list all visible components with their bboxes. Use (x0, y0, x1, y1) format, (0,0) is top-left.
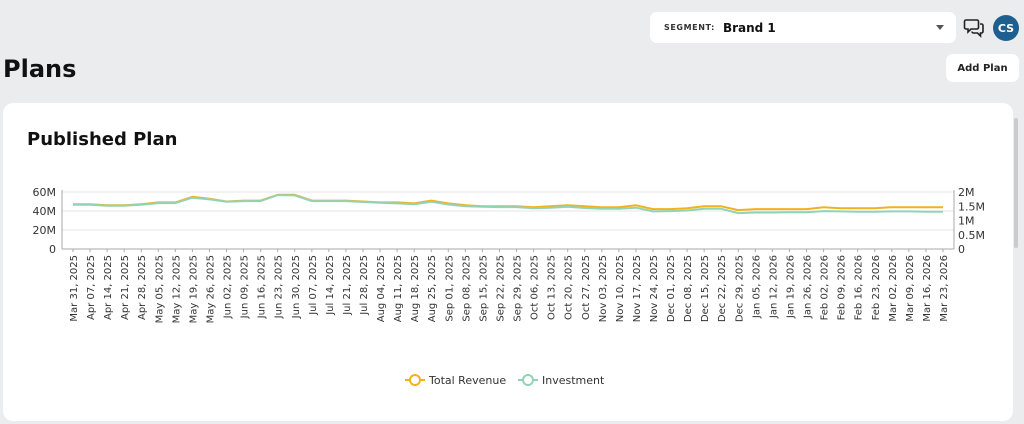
x-tick-label: Apr 28, 2025 (137, 255, 148, 320)
x-tick-label: Oct 06, 2025 (530, 255, 541, 320)
legend-label: Total Revenue (428, 374, 506, 387)
x-tick-label: May 26, 2025 (205, 255, 216, 323)
scrollbar[interactable] (1014, 118, 1018, 248)
x-tick-label: Nov 17, 2025 (632, 255, 643, 322)
x-tick-label: Oct 27, 2025 (581, 255, 592, 320)
x-tick-label: Dec 01, 2025 (666, 255, 677, 322)
x-tick-label: Oct 13, 2025 (547, 255, 558, 320)
segment-select[interactable]: SEGMENT: Brand 1 (650, 12, 956, 43)
x-tick-label: Aug 11, 2025 (393, 255, 404, 322)
x-tick-label: Dec 22, 2025 (717, 255, 728, 322)
y-left-tick-label: 40M (33, 205, 57, 218)
chevron-down-icon[interactable] (936, 25, 944, 30)
x-tick-label: Aug 18, 2025 (410, 255, 421, 322)
x-tick-label: Jul 21, 2025 (342, 255, 353, 316)
x-tick-label: May 05, 2025 (154, 255, 165, 323)
x-tick-label: Mar 23, 2026 (939, 255, 950, 322)
y-left-tick-label: 0 (49, 243, 56, 256)
x-tick-label: Jun 16, 2025 (257, 255, 268, 319)
series-line (73, 194, 943, 215)
x-tick-label: Jun 09, 2025 (240, 255, 251, 319)
y-left-tick-label: 60M (33, 186, 57, 199)
y-left-tick-label: 20M (33, 224, 57, 237)
x-tick-label: Jan 12, 2026 (768, 255, 779, 319)
card-title: Published Plan (27, 129, 178, 150)
avatar[interactable]: CS (993, 15, 1019, 41)
x-tick-label: Sep 22, 2025 (495, 255, 506, 322)
segment-label: SEGMENT: (664, 23, 715, 32)
legend-swatch-marker (522, 374, 534, 386)
x-tick-label: Mar 09, 2026 (905, 255, 916, 322)
published-plan-card: Published Plan (3, 103, 1013, 421)
x-tick-label: Nov 03, 2025 (598, 255, 609, 322)
x-tick-label: Mar 31, 2025 (69, 255, 80, 322)
chart-legend: Total Revenue Investment (405, 374, 605, 387)
x-tick-label: Jul 07, 2025 (308, 255, 319, 316)
x-tick-label: May 12, 2025 (171, 255, 182, 323)
x-tick-label: Nov 24, 2025 (649, 255, 660, 322)
page-title: Plans (3, 55, 77, 83)
x-tick-label: Jun 02, 2025 (223, 255, 234, 319)
x-tick-label: Jul 28, 2025 (359, 255, 370, 316)
x-tick-label: Feb 16, 2026 (854, 255, 865, 320)
x-tick-label: Feb 23, 2026 (871, 255, 882, 320)
x-tick-label: Jun 30, 2025 (291, 255, 302, 319)
add-plan-button[interactable]: Add Plan (946, 54, 1019, 82)
x-tick-label: Jan 19, 2026 (785, 255, 796, 319)
x-tick-label: Apr 07, 2025 (86, 255, 97, 320)
x-tick-label: Apr 14, 2025 (103, 255, 114, 320)
legend-swatch-marker (409, 374, 421, 386)
x-tick-label: Dec 29, 2025 (734, 255, 745, 322)
y-right-tick-label: 2M (958, 186, 975, 199)
x-tick-label: Dec 08, 2025 (683, 255, 694, 322)
x-tick-label: Jul 14, 2025 (325, 255, 336, 316)
x-tick-label: Jan 26, 2026 (803, 255, 814, 319)
x-tick-label: Nov 10, 2025 (615, 255, 626, 322)
x-tick-label: Dec 15, 2025 (700, 255, 711, 322)
chat-bubbles-icon[interactable] (963, 16, 985, 38)
x-tick-label: Mar 02, 2026 (888, 255, 899, 322)
x-tick-label: Sep 29, 2025 (513, 255, 524, 322)
x-tick-label: Feb 09, 2026 (837, 255, 848, 320)
x-tick-label: Jan 05, 2026 (751, 255, 762, 319)
y-right-tick-label: 1.5M (958, 200, 985, 213)
x-tick-label: Aug 04, 2025 (376, 255, 387, 322)
segment-value: Brand 1 (722, 20, 776, 35)
legend-label: Investment (542, 374, 605, 387)
y-right-tick-label: 1M (958, 215, 975, 228)
x-tick-label: Mar 16, 2026 (922, 255, 933, 322)
x-tick-label: May 19, 2025 (188, 255, 199, 323)
y-right-tick-label: 0 (958, 243, 965, 256)
x-tick-label: Feb 02, 2026 (820, 255, 831, 320)
x-tick-label: Sep 08, 2025 (461, 255, 472, 322)
x-tick-label: Aug 25, 2025 (427, 255, 438, 322)
x-tick-label: Sep 01, 2025 (444, 255, 455, 322)
y-right-tick-label: 0.5M (958, 229, 985, 242)
x-tick-label: Jun 23, 2025 (274, 255, 285, 319)
x-tick-label: Sep 15, 2025 (478, 255, 489, 322)
x-tick-label: Apr 21, 2025 (120, 255, 131, 320)
x-tick-label: Oct 20, 2025 (564, 255, 575, 320)
